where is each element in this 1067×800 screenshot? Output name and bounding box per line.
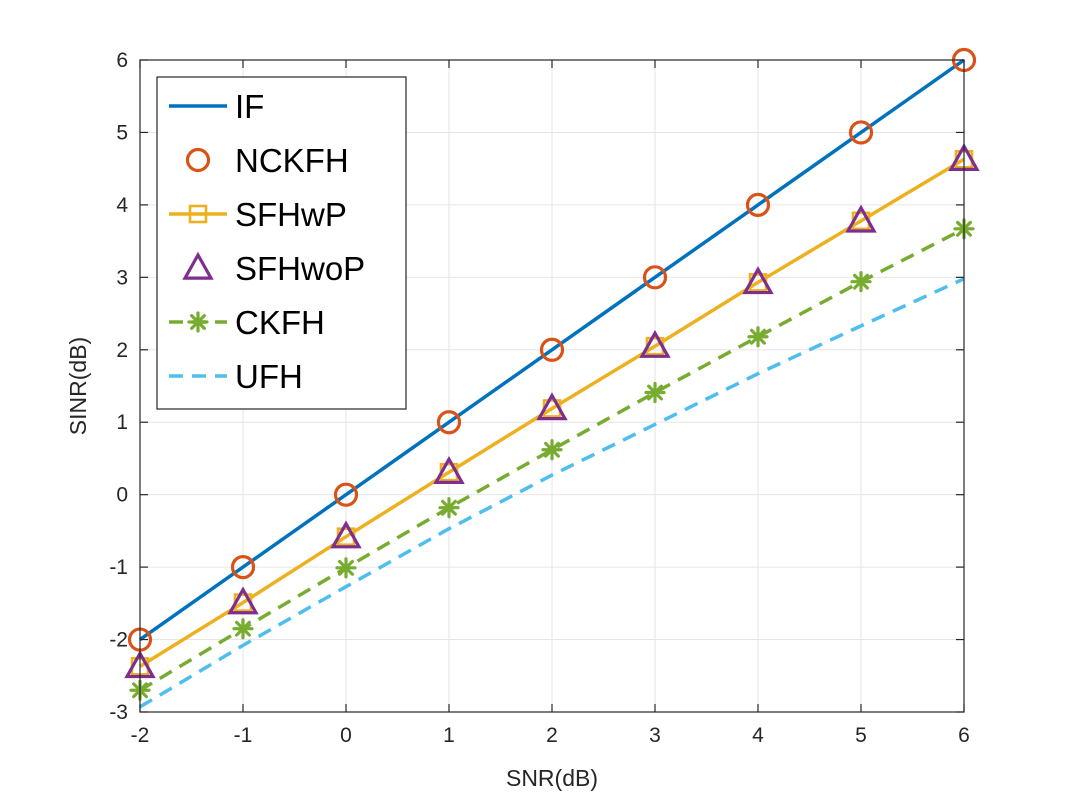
data-point-ckfh — [438, 497, 460, 519]
series-line-ckfh — [139, 227, 965, 692]
data-point-sfhwop — [536, 392, 568, 421]
legend-label-nckfh: NCKFH — [235, 142, 349, 179]
data-point-sfhwop — [227, 586, 259, 615]
data-point-ckfh — [541, 439, 563, 461]
data-point-nckfh — [436, 410, 462, 435]
data-point-ckfh — [232, 618, 254, 640]
data-point-ckfh — [850, 271, 872, 293]
data-point-sfhwop — [330, 520, 362, 549]
legend-label-sfhwp: SFHwP — [235, 196, 347, 233]
y-tick-label: -2 — [109, 629, 128, 652]
legend-label-ckfh: CKFH — [235, 304, 325, 341]
x-tick-label: 2 — [546, 724, 558, 747]
series-line-sfhwp — [139, 157, 965, 668]
x-tick-label: 5 — [855, 724, 867, 747]
legend-marker-nckfh — [185, 147, 211, 173]
y-axis-label: SINR(dB) — [65, 337, 91, 435]
data-point-ckfh — [644, 381, 666, 404]
y-tick-label: 2 — [116, 339, 128, 362]
legend-marker-ckfh — [187, 311, 209, 333]
series-ufh — [139, 277, 965, 709]
data-point-sfhwop — [639, 329, 671, 358]
legend: IF NCKFH SFHwP SFHwoP CKFH UFH — [156, 76, 407, 410]
series-nckfh — [127, 47, 977, 652]
data-point-nckfh — [848, 120, 874, 145]
legend-item-nckfh: NCKFH — [185, 142, 349, 179]
y-tick-label: 5 — [116, 121, 128, 144]
x-tick-label: 0 — [340, 724, 352, 747]
series-if — [138, 58, 966, 641]
legend-item-if: IF — [169, 88, 264, 125]
data-point-nckfh — [745, 192, 771, 217]
legend-label-sfhwop: SFHwoP — [235, 250, 365, 287]
data-point-ckfh — [335, 557, 357, 579]
y-tick-label: 6 — [116, 49, 128, 72]
y-tick-label: 0 — [116, 484, 128, 507]
x-tick-label: -2 — [131, 724, 150, 747]
ticks — [139, 59, 965, 713]
data-point-sfhwop — [433, 455, 465, 484]
data-point-nckfh — [642, 265, 668, 290]
data-point-ckfh — [747, 326, 769, 348]
x-tick-label: 3 — [649, 724, 661, 747]
x-tick-label: 4 — [752, 724, 764, 747]
data-point-nckfh — [539, 337, 565, 362]
legend-item-ufh: UFH — [169, 358, 303, 395]
legend-label-ufh: UFH — [235, 358, 303, 395]
legend-marker-sfhwp — [188, 204, 208, 224]
y-tick-label: 4 — [116, 194, 128, 217]
y-tick-label: -1 — [109, 556, 128, 579]
data-point-sfhwop — [742, 266, 774, 295]
legend-label-if: IF — [235, 88, 264, 125]
legend-item-sfhwop: SFHwoP — [182, 250, 365, 287]
series-line-if — [138, 58, 966, 641]
series-line-ufh — [139, 277, 965, 709]
legend-box — [156, 76, 407, 410]
data-point-nckfh — [230, 555, 256, 580]
x-tick-label: -1 — [234, 724, 253, 747]
data-point-nckfh — [333, 482, 359, 507]
y-tick-label: 3 — [116, 266, 128, 289]
data-point-sfhwop — [845, 204, 877, 233]
legend-marker-sfhwop — [182, 251, 214, 280]
y-tick-label: 1 — [116, 411, 128, 434]
legend-item-ckfh: CKFH — [169, 304, 325, 341]
x-axis-label: SNR(dB) — [506, 765, 598, 791]
y-tick-label: -3 — [109, 701, 128, 724]
x-tick-label: 1 — [443, 724, 455, 747]
legend-item-sfhwp: SFHwP — [169, 196, 347, 233]
x-tick-label: 6 — [958, 724, 970, 747]
